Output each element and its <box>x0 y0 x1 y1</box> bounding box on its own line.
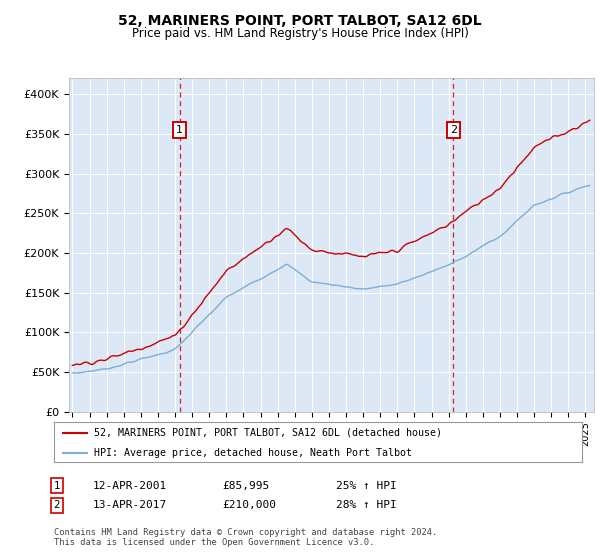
Text: £210,000: £210,000 <box>222 500 276 510</box>
Text: 28% ↑ HPI: 28% ↑ HPI <box>336 500 397 510</box>
Text: 12-APR-2001: 12-APR-2001 <box>93 480 167 491</box>
Text: 2: 2 <box>53 500 61 510</box>
Text: 52, MARINERS POINT, PORT TALBOT, SA12 6DL (detached house): 52, MARINERS POINT, PORT TALBOT, SA12 6D… <box>94 428 442 438</box>
Text: Contains HM Land Registry data © Crown copyright and database right 2024.
This d: Contains HM Land Registry data © Crown c… <box>54 528 437 547</box>
Text: 52, MARINERS POINT, PORT TALBOT, SA12 6DL: 52, MARINERS POINT, PORT TALBOT, SA12 6D… <box>118 14 482 28</box>
Text: 1: 1 <box>176 125 184 135</box>
Text: HPI: Average price, detached house, Neath Port Talbot: HPI: Average price, detached house, Neat… <box>94 448 412 458</box>
Text: 2: 2 <box>450 125 457 135</box>
Text: 13-APR-2017: 13-APR-2017 <box>93 500 167 510</box>
Text: 1: 1 <box>53 480 61 491</box>
Text: Price paid vs. HM Land Registry's House Price Index (HPI): Price paid vs. HM Land Registry's House … <box>131 27 469 40</box>
Text: 25% ↑ HPI: 25% ↑ HPI <box>336 480 397 491</box>
Text: £85,995: £85,995 <box>222 480 269 491</box>
